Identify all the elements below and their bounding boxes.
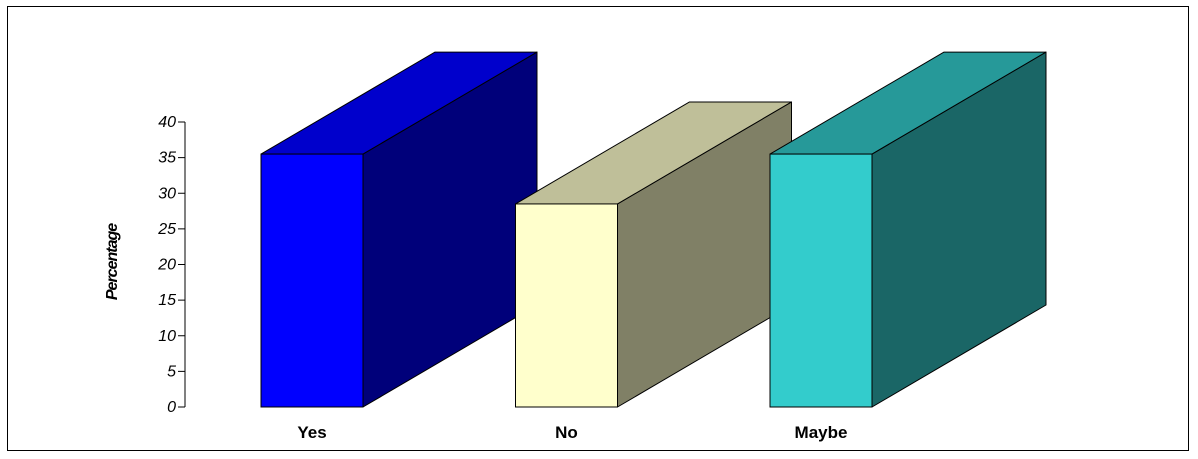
y-tick-label: 0 [167,399,176,416]
bars-group [260,51,1047,408]
y-tick-label: 30 [158,185,176,202]
bar-maybe [769,51,1047,408]
bar-front-face [515,203,618,408]
bar-no [515,101,792,408]
y-tick-label: 40 [158,114,176,131]
y-axis: 0 5 10 15 20 25 30 35 40 [157,114,186,416]
x-category-label: No [555,423,578,442]
y-tick-label: 35 [158,150,176,167]
y-tick-label: 10 [158,328,176,345]
x-category-label: Yes [297,423,326,442]
bar-yes [260,51,538,408]
x-category-label: Maybe [795,423,848,442]
y-tick-label: 20 [157,257,176,274]
x-axis-labels: Yes No Maybe [297,423,847,442]
bar-front-face [769,153,873,408]
y-tick-label: 5 [167,363,176,380]
y-tick-label: 15 [158,292,176,309]
bar-front-face [260,153,364,408]
y-axis-title: Percentage [104,223,121,300]
y-tick-label: 25 [157,221,176,238]
